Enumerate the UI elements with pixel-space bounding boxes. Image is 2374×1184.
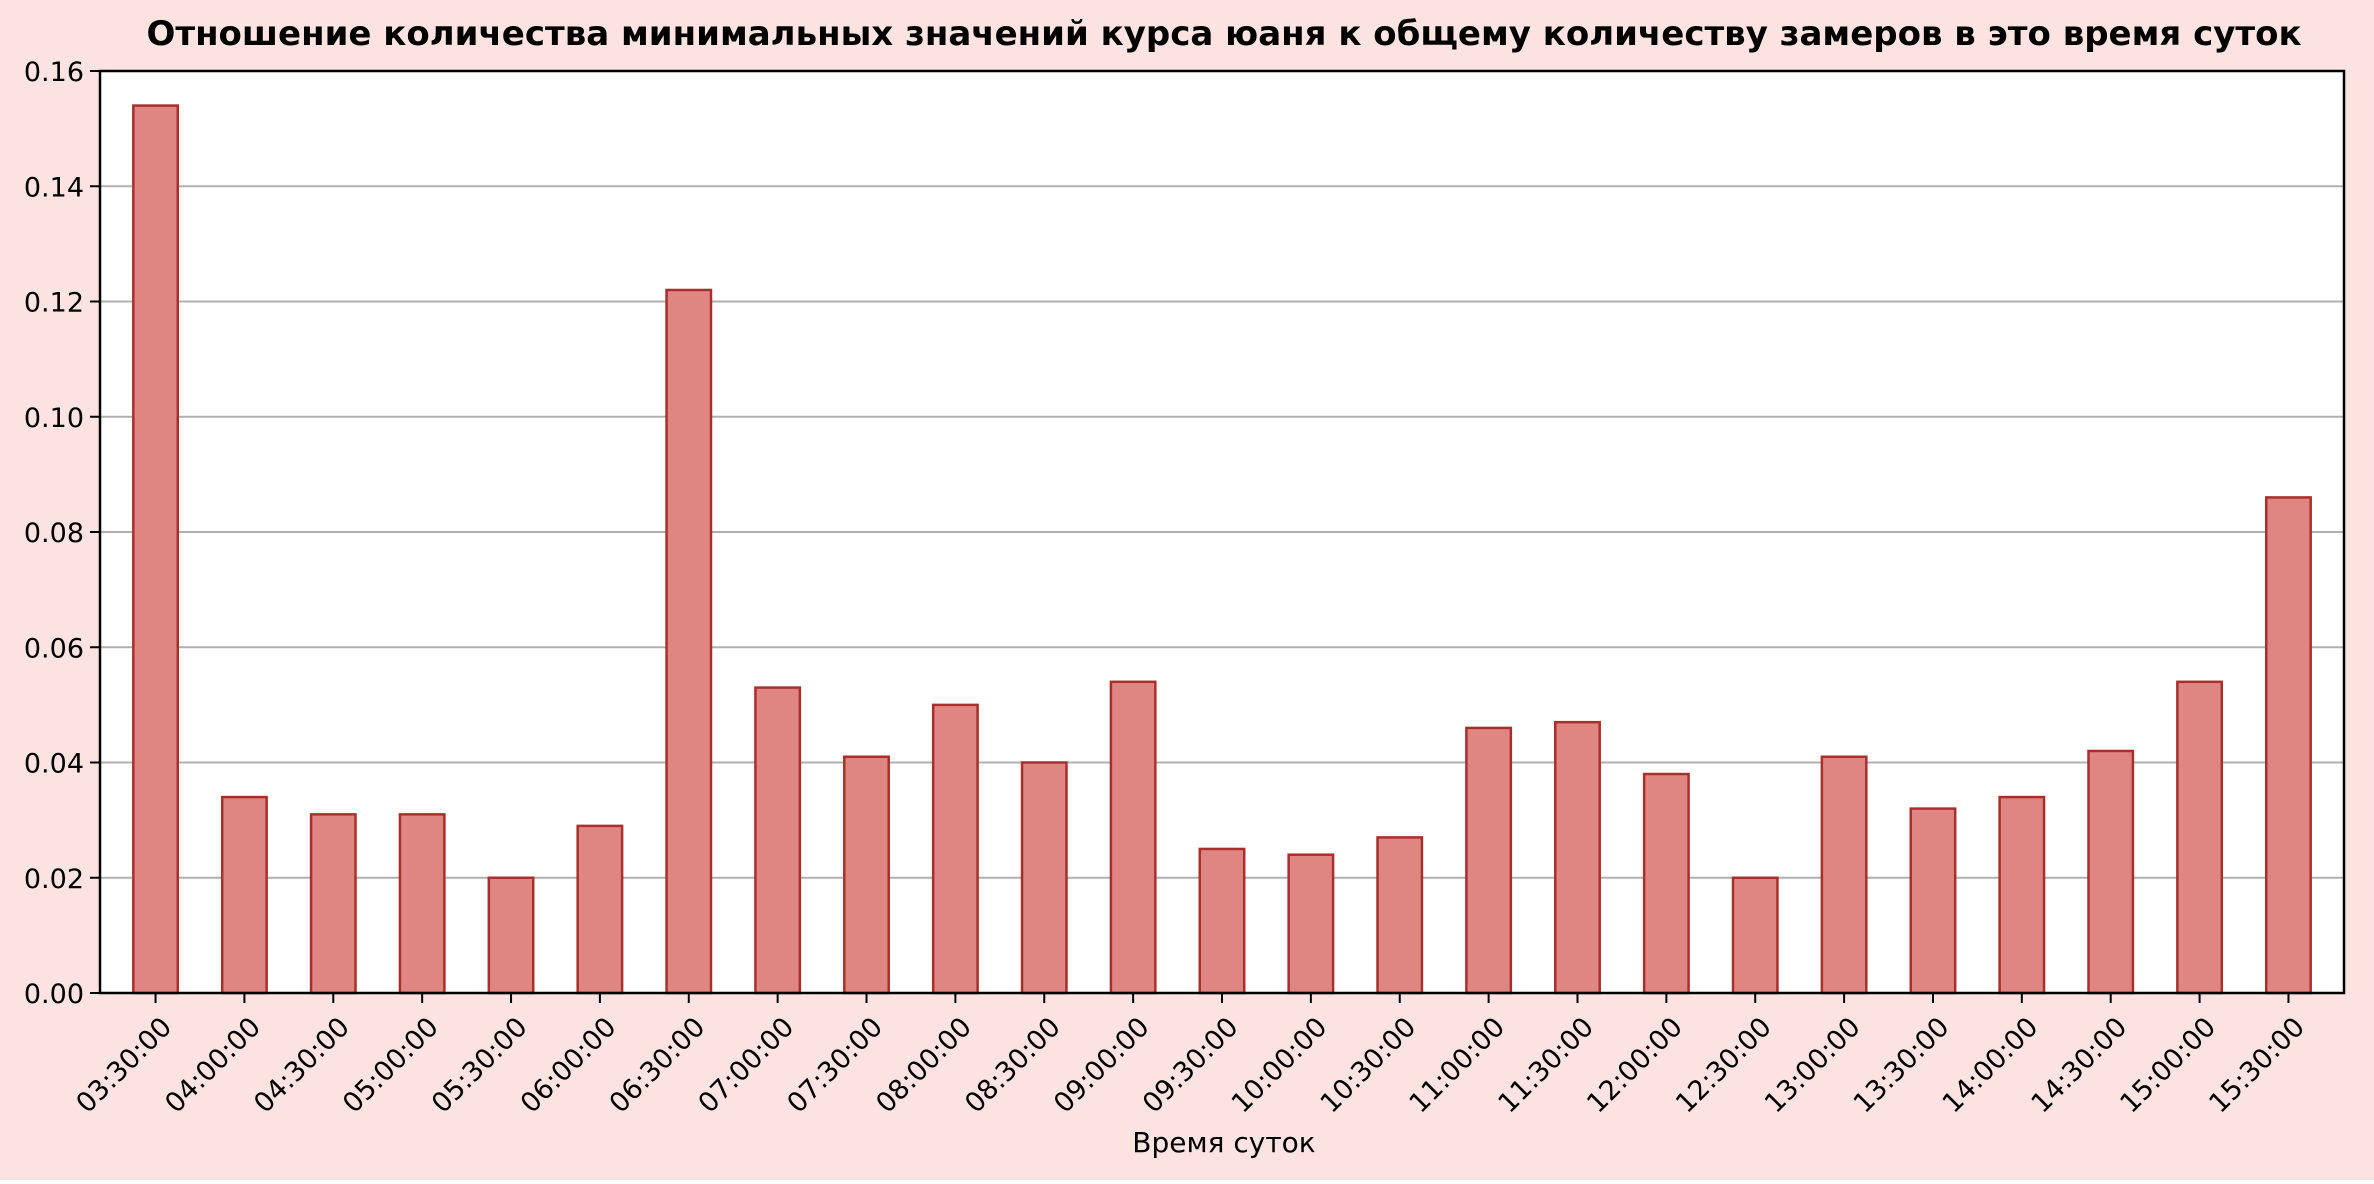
bars: [132, 104, 2312, 995]
bar: [576, 824, 624, 995]
bar: [1287, 853, 1335, 995]
bar: [1376, 836, 1424, 995]
bar: [2264, 496, 2312, 995]
bar: [1020, 761, 1068, 995]
y-axis: 0.00 0.02 0.04 0.06 0.08 0.10 0.12 0.14 0.16: [24, 57, 100, 1010]
bar: [931, 703, 979, 995]
bar: [2176, 680, 2224, 995]
bar: [1465, 726, 1513, 995]
bar: [309, 813, 357, 995]
bar: [1909, 807, 1957, 995]
bar: [1642, 772, 1690, 995]
x-axis-label: Время суток: [1132, 1126, 1315, 1159]
bar: [132, 104, 180, 995]
bar: [2087, 749, 2135, 995]
y-tick-label: 0.06: [24, 633, 84, 664]
chart-title: Отношение количества минимальных значени…: [146, 14, 2301, 54]
y-tick-label: 0.14: [24, 172, 84, 203]
bar: [1731, 876, 1779, 995]
y-tick-label: 0.00: [24, 979, 84, 1010]
bar: [1998, 795, 2046, 995]
bar: [1820, 755, 1868, 995]
bar: [843, 755, 890, 995]
bar: [1554, 720, 1601, 995]
y-tick-label: 0.08: [24, 518, 84, 549]
y-tick-label: 0.16: [24, 57, 84, 88]
bar: [487, 876, 535, 995]
y-tick-label: 0.10: [24, 403, 84, 434]
y-tick-label: 0.12: [24, 288, 84, 319]
bar: [1109, 680, 1157, 995]
bar: [754, 686, 802, 995]
bar: [220, 795, 268, 995]
bar: [398, 813, 446, 995]
bar: [665, 288, 713, 995]
bar: [1198, 847, 1246, 995]
y-tick-label: 0.02: [24, 864, 84, 895]
y-tick-label: 0.04: [24, 749, 84, 780]
